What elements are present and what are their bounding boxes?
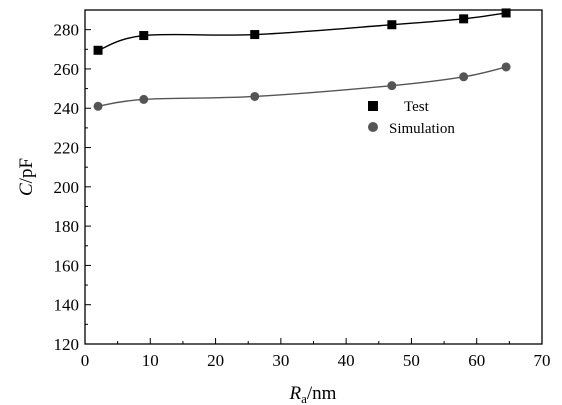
- legend-label-simulation: Simulation: [389, 121, 455, 137]
- x-axis-title-subscript: a: [301, 391, 307, 405]
- axis-ticks: [84, 29, 543, 345]
- y-tick-label: 160: [54, 256, 80, 275]
- legend-marker-simulation: [368, 122, 378, 132]
- x-tick-label: 20: [207, 351, 224, 370]
- data-point-test: [387, 20, 397, 30]
- data-point-simulation: [93, 101, 103, 111]
- y-axis-title-unit: /pF: [16, 158, 37, 183]
- x-tick-label: 60: [468, 351, 485, 370]
- data-point-test: [93, 45, 103, 55]
- x-tick-label: 70: [534, 351, 551, 370]
- y-tick-label: 140: [54, 296, 80, 315]
- data-point-test: [459, 14, 469, 24]
- series-markers: [93, 8, 511, 111]
- x-tick-label: 0: [81, 351, 90, 370]
- data-point-simulation: [501, 62, 511, 72]
- x-axis-title: Ra/nm: [289, 383, 337, 405]
- legend: Test Simulation: [368, 99, 455, 137]
- series-lines: [97, 12, 507, 107]
- y-tick-label: 220: [54, 139, 80, 158]
- data-point-simulation: [139, 94, 149, 104]
- x-tick-label: 40: [338, 351, 355, 370]
- y-tick-label: 180: [54, 217, 80, 236]
- y-tick-label: 240: [54, 99, 80, 118]
- data-point-test: [250, 30, 260, 40]
- y-tick-label: 120: [54, 335, 80, 354]
- y-axis-title-italic: C: [16, 183, 37, 196]
- x-tick-label: 10: [142, 351, 159, 370]
- data-point-simulation: [459, 72, 469, 82]
- series-line-simulation: [97, 66, 507, 107]
- y-tick-label: 260: [54, 60, 80, 79]
- data-point-simulation: [250, 91, 260, 101]
- series-line-test: [97, 12, 507, 51]
- x-tick-label: 50: [403, 351, 420, 370]
- y-tick-labels: 120 140 160 180 200 220 240 260 280: [54, 21, 80, 354]
- plot-frame: [84, 9, 543, 345]
- x-tick-labels: 0 10 20 30 40 50 60 70: [81, 351, 551, 370]
- legend-label-test: Test: [404, 99, 430, 115]
- y-tick-label: 280: [54, 21, 80, 40]
- data-point-simulation: [387, 81, 397, 91]
- legend-marker-test: [368, 101, 378, 111]
- x-axis-title-unit: /nm: [307, 383, 337, 404]
- y-tick-label: 200: [54, 178, 80, 197]
- y-axis-title: C/pF: [16, 158, 37, 196]
- x-axis-title-italic: R: [289, 383, 302, 404]
- data-point-test: [139, 31, 149, 41]
- x-tick-label: 30: [272, 351, 289, 370]
- data-point-test: [501, 8, 511, 18]
